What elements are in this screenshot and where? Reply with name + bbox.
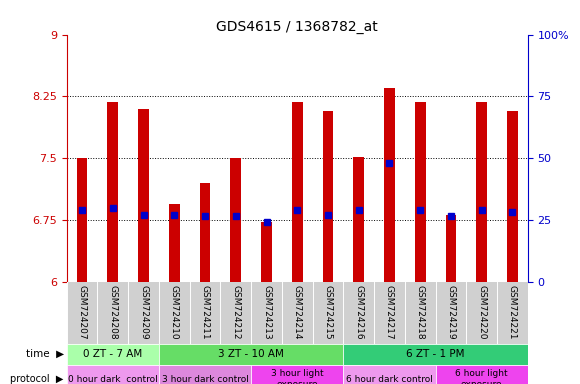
Title: GDS4615 / 1368782_at: GDS4615 / 1368782_at (216, 20, 378, 33)
Bar (353, 157, 364, 282)
Bar (159, 365, 251, 384)
Bar (322, 111, 333, 282)
Text: 6 hour dark control: 6 hour dark control (346, 375, 433, 384)
Text: GSM724217: GSM724217 (385, 285, 394, 340)
Text: 3 hour light
exposure: 3 hour light exposure (271, 369, 324, 384)
Bar (343, 365, 436, 384)
Text: protocol  ▶: protocol ▶ (10, 374, 64, 384)
Text: GSM724218: GSM724218 (416, 285, 425, 340)
Bar (476, 102, 487, 282)
Bar (436, 365, 528, 384)
Text: GSM724210: GSM724210 (170, 285, 179, 340)
Text: GSM724207: GSM724207 (78, 285, 86, 340)
Bar (67, 365, 159, 384)
Text: GSM724211: GSM724211 (201, 285, 209, 340)
Text: GSM724209: GSM724209 (139, 285, 148, 340)
Text: time  ▶: time ▶ (26, 349, 64, 359)
Text: GSM724213: GSM724213 (262, 285, 271, 340)
Bar (169, 204, 180, 282)
Bar (292, 102, 303, 282)
Bar (200, 183, 211, 282)
Bar (445, 215, 456, 282)
Bar (107, 102, 118, 282)
Bar (67, 344, 159, 365)
Bar (384, 88, 395, 282)
Text: 3 ZT - 10 AM: 3 ZT - 10 AM (218, 349, 284, 359)
Bar (77, 159, 88, 282)
Bar (230, 159, 241, 282)
Bar (138, 109, 149, 282)
Text: 0 ZT - 7 AM: 0 ZT - 7 AM (83, 349, 143, 359)
Text: GSM724220: GSM724220 (477, 285, 486, 340)
Text: 3 hour dark control: 3 hour dark control (162, 375, 248, 384)
Text: GSM724215: GSM724215 (324, 285, 332, 340)
Bar (415, 102, 426, 282)
Bar (507, 111, 518, 282)
Text: GSM724221: GSM724221 (508, 285, 517, 340)
Text: GSM724219: GSM724219 (447, 285, 455, 340)
Bar (159, 344, 343, 365)
Text: 6 hour light
exposure: 6 hour light exposure (455, 369, 508, 384)
Text: GSM724208: GSM724208 (108, 285, 117, 340)
Text: 6 ZT - 1 PM: 6 ZT - 1 PM (407, 349, 465, 359)
Text: GSM724212: GSM724212 (231, 285, 240, 340)
Bar (251, 365, 343, 384)
Bar (261, 222, 272, 282)
Text: GSM724214: GSM724214 (293, 285, 302, 340)
Bar (343, 344, 528, 365)
Text: 0 hour dark  control: 0 hour dark control (68, 375, 158, 384)
Text: GSM724216: GSM724216 (354, 285, 363, 340)
